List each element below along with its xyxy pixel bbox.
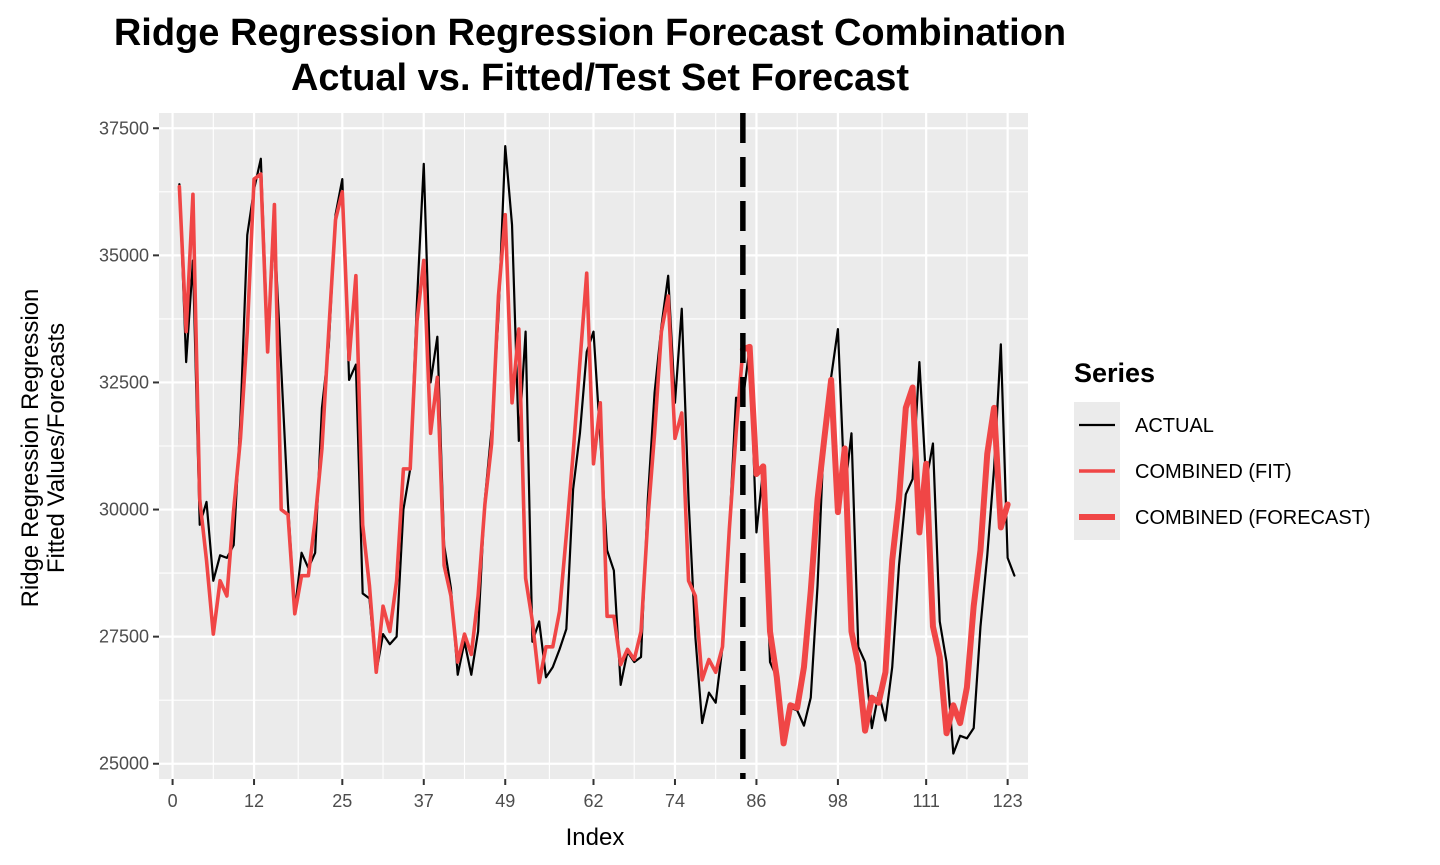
y-tick-label: 30000	[99, 500, 149, 520]
y-tick-label: 25000	[99, 754, 149, 774]
y-axis-title: Ridge Regression Regression Fitted Value…	[17, 289, 70, 608]
legend-title: Series	[1074, 358, 1155, 388]
chart-subtitle: Actual vs. Fitted/Test Set Forecast	[291, 57, 909, 99]
grid-lines	[159, 113, 1028, 779]
y-axis-title-line2: Fitted Values/Forecasts	[43, 323, 70, 573]
legend: Series ACTUAL COMBINED (FIT) COMBINED (FOR…	[1074, 358, 1371, 540]
x-tick-label: 37	[414, 791, 434, 811]
x-tick-label: 86	[746, 791, 766, 811]
x-tick-label: 98	[828, 791, 848, 811]
y-tick-label: 35000	[99, 245, 149, 265]
x-axis-title: Index	[566, 824, 625, 851]
axes: 25000 27500 30000 32500 35000 37500 0 12 25 37 49 6…	[99, 118, 1023, 811]
y-tick-label: 27500	[99, 627, 149, 647]
y-axis-title-line1: Ridge Regression Regression	[17, 289, 44, 608]
legend-label-actual: ACTUAL	[1135, 415, 1214, 437]
y-tick-label: 32500	[99, 372, 149, 392]
x-tick-label: 25	[332, 791, 352, 811]
x-tick-label: 74	[665, 791, 685, 811]
y-tick-label: 37500	[99, 118, 149, 138]
x-tick-label: 0	[168, 791, 178, 811]
x-tick-label: 111	[912, 791, 939, 811]
legend-label-combined-forecast: COMBINED (FORECAST)	[1135, 507, 1371, 529]
series-line-combined-forecast	[739, 343, 1011, 747]
series-line-combined-fit	[177, 172, 745, 685]
x-tick-label: 123	[993, 791, 1023, 811]
x-tick-label: 49	[495, 791, 515, 811]
legend-label-combined-fit: COMBINED (FIT)	[1135, 461, 1292, 483]
series-lines	[177, 144, 1016, 755]
x-tick-label: 62	[583, 791, 603, 811]
chart-title: Ridge Regression Regression Forecast Com…	[114, 12, 1066, 54]
x-tick-label: 12	[244, 791, 264, 811]
